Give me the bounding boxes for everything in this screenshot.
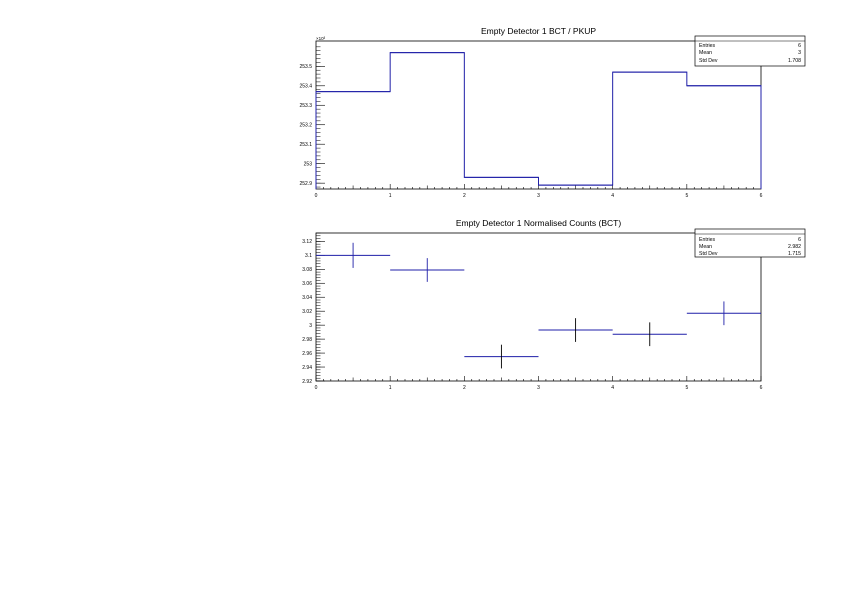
y-tick-label: 253.3 — [299, 103, 312, 109]
errorbar-point-6 — [686, 301, 761, 326]
plot-frame — [315, 40, 762, 190]
y-tick-label: 253.5 — [299, 64, 312, 70]
errorbar-point-3 — [464, 344, 539, 369]
x-tick-label: 2 — [463, 385, 466, 391]
errorbar-panel-normalised-counts: Empty Detector 1 Normalised Counts (BCT)… — [302, 218, 806, 391]
x-tick-label: 5 — [685, 193, 688, 199]
x-tick-label: 5 — [685, 385, 688, 391]
y-tick-label: 2.94 — [302, 365, 312, 371]
x-tick-label: 6 — [760, 385, 763, 391]
errorbar-point-4 — [538, 318, 613, 342]
y-multiplier-label: ×10³ — [316, 36, 326, 41]
y-tick-label: 3.08 — [302, 267, 312, 273]
y-tick-label: 2.92 — [302, 379, 312, 385]
y-tick-label: 3.02 — [302, 309, 312, 315]
x-tick-label: 4 — [611, 193, 614, 199]
stats-label: Entries — [699, 237, 716, 243]
x-tick-label: 3 — [537, 193, 540, 199]
stats-label: Mean — [699, 50, 712, 56]
y-tick-label: 3.06 — [302, 281, 312, 287]
x-tick-label: 0 — [315, 193, 318, 199]
chart-title: Empty Detector 1 BCT / PKUP — [481, 26, 596, 36]
x-tick-label: 6 — [760, 193, 763, 199]
x-tick-label: 1 — [389, 193, 392, 199]
stats-label: Entries — [699, 43, 716, 49]
y-tick-label: 3.1 — [305, 253, 312, 259]
y-tick-label: 3 — [309, 323, 312, 329]
y-tick-label: 3.12 — [302, 239, 312, 245]
y-tick-label: 253.2 — [299, 123, 312, 129]
stats-value: 6 — [798, 237, 801, 243]
y-tick-label: 2.96 — [302, 351, 312, 357]
y-tick-label: 253.1 — [299, 142, 312, 148]
stats-label: Std Dev — [699, 58, 718, 64]
stats-value: 1.708 — [788, 58, 801, 64]
histogram-outline — [315, 52, 762, 189]
x-tick-label: 3 — [537, 385, 540, 391]
errorbar-point-5 — [612, 322, 687, 347]
stats-value: 1.715 — [788, 251, 801, 257]
x-tick-label: 4 — [611, 385, 614, 391]
y-tick-label: 2.98 — [302, 337, 312, 343]
errorbar-point-2 — [390, 258, 465, 282]
y-tick-label: 3.04 — [302, 295, 312, 301]
x-tick-label: 2 — [463, 193, 466, 199]
y-tick-label: 252.9 — [299, 181, 312, 187]
x-tick-label: 0 — [315, 385, 318, 391]
chart-title: Empty Detector 1 Normalised Counts (BCT) — [456, 218, 621, 228]
stats-box — [694, 228, 806, 258]
y-tick-label: 253.4 — [299, 84, 312, 90]
stats-label: Std Dev — [699, 251, 718, 257]
stats-value: 2.982 — [788, 244, 801, 250]
stats-value: 6 — [798, 43, 801, 49]
x-tick-label: 1 — [389, 385, 392, 391]
stats-label: Mean — [699, 244, 712, 250]
y-tick-label: 253 — [304, 161, 313, 167]
errorbar-point-1 — [316, 242, 391, 268]
histogram-panel-bct-pkup: Empty Detector 1 BCT / PKUP 0 1 2 3 4 5 6 252.9 2… — [299, 26, 806, 199]
stats-value: 3 — [798, 50, 801, 56]
